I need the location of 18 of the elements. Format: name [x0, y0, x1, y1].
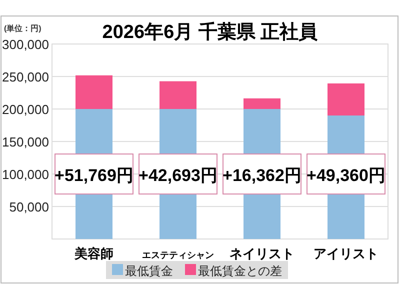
annotation: +49,360円 — [306, 166, 386, 185]
y-tick-label: 50,000 — [9, 200, 49, 214]
annotation: +16,362円 — [222, 166, 302, 185]
legend-label: 最低賃金との差 — [198, 264, 282, 278]
y-tick-label: 200,000 — [2, 102, 49, 117]
annotation: +51,769円 — [54, 166, 134, 185]
y-tick-label: 150,000 — [2, 134, 49, 150]
legend-label: 最低賃金 — [125, 264, 173, 278]
x-tick-label: アイリスト — [314, 246, 378, 261]
annotation: +42,693円 — [138, 166, 218, 185]
x-tick-label: 美容師 — [74, 246, 114, 261]
text: (単位：円) — [4, 24, 42, 33]
x-tick-label: エステティシャン — [142, 250, 214, 260]
y-tick-label: 300,000 — [2, 37, 49, 52]
y-tick-label: 250,000 — [2, 70, 49, 84]
x-tick-label: ネイリスト — [230, 246, 294, 261]
chart-title: 2026年6月 千葉県 正社員 — [102, 21, 318, 43]
y-tick-label: 100,000 — [2, 167, 49, 182]
